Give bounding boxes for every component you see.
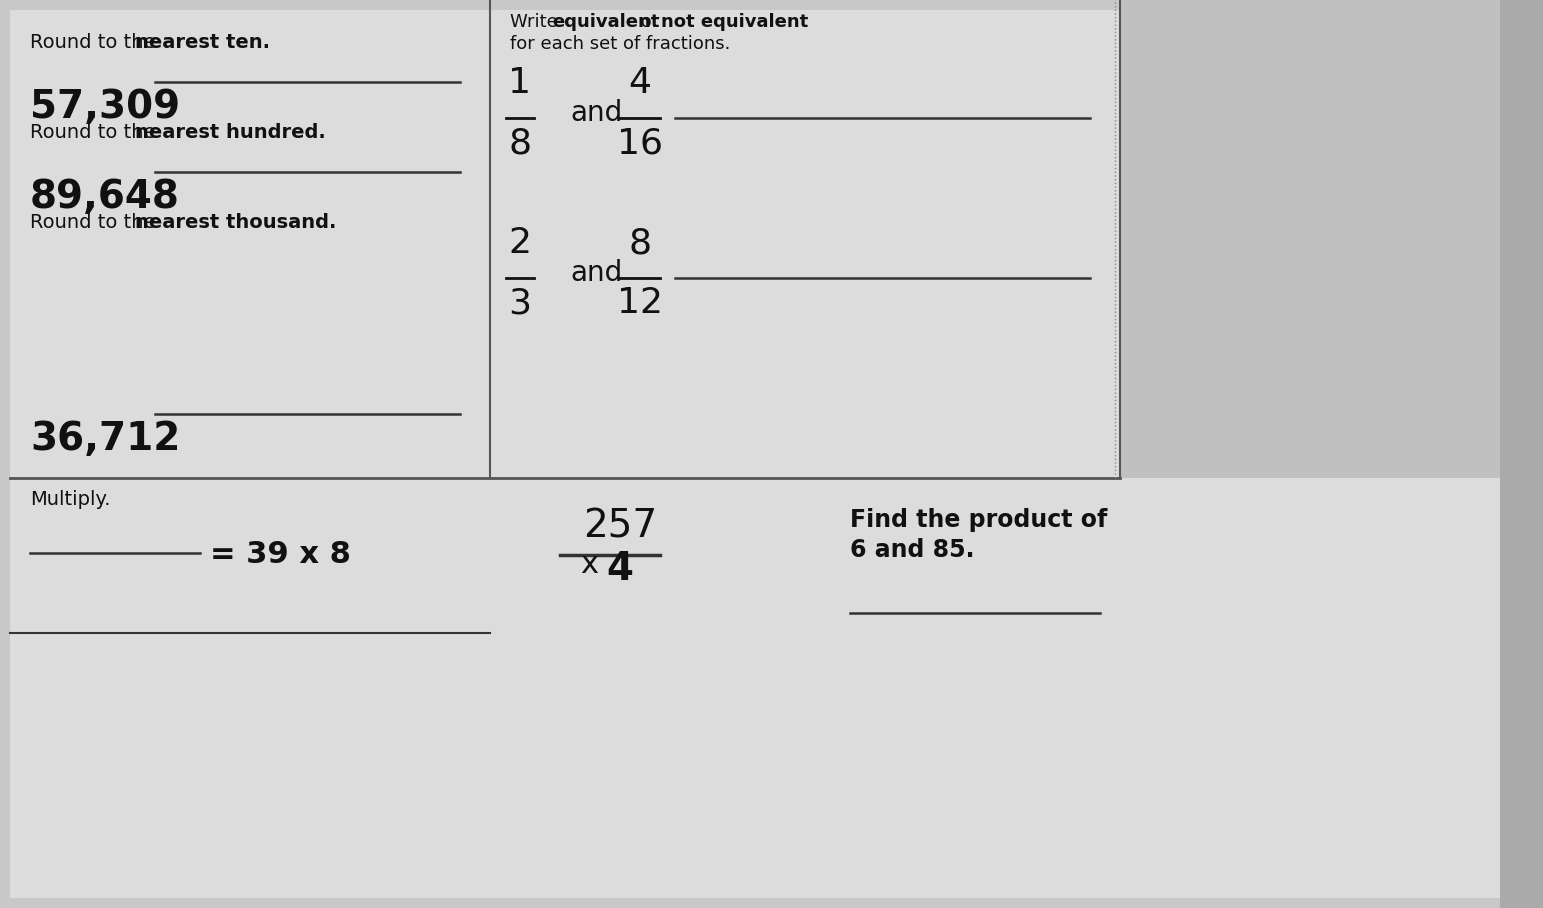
Text: 2: 2 (509, 226, 531, 260)
Text: for each set of fractions.: for each set of fractions. (511, 35, 730, 53)
Text: Find the product of: Find the product of (850, 508, 1108, 532)
Text: nearest hundred.: nearest hundred. (134, 123, 326, 142)
Text: equivalent: equivalent (552, 13, 659, 31)
Text: Round to the: Round to the (29, 33, 162, 52)
Text: or: or (636, 13, 665, 31)
Text: 6 and 85.: 6 and 85. (850, 538, 975, 562)
Text: Round to the: Round to the (29, 123, 162, 142)
Text: 12: 12 (617, 286, 663, 320)
Text: not equivalent: not equivalent (660, 13, 809, 31)
Text: = 39 x 8: = 39 x 8 (210, 540, 350, 569)
Text: Multiply.: Multiply. (29, 490, 111, 509)
Text: x: x (580, 550, 599, 579)
Text: 57,309: 57,309 (29, 88, 181, 126)
Text: nearest ten.: nearest ten. (134, 33, 270, 52)
Text: 1: 1 (509, 66, 531, 100)
Text: Round to the: Round to the (29, 213, 162, 232)
Text: 8: 8 (509, 126, 531, 160)
Text: and: and (569, 259, 622, 287)
Text: 4: 4 (606, 550, 634, 588)
Text: 257: 257 (583, 508, 657, 546)
FancyBboxPatch shape (1500, 0, 1543, 908)
Text: 3: 3 (509, 286, 531, 320)
Text: and: and (569, 99, 622, 127)
Text: 36,712: 36,712 (29, 420, 181, 458)
Text: 16: 16 (617, 126, 663, 160)
Text: 8: 8 (628, 226, 651, 260)
FancyBboxPatch shape (1120, 0, 1540, 478)
FancyBboxPatch shape (9, 10, 1520, 898)
Text: nearest thousand.: nearest thousand. (134, 213, 336, 232)
Text: Write: Write (511, 13, 563, 31)
Text: 4: 4 (628, 66, 651, 100)
Text: 89,648: 89,648 (29, 178, 181, 216)
